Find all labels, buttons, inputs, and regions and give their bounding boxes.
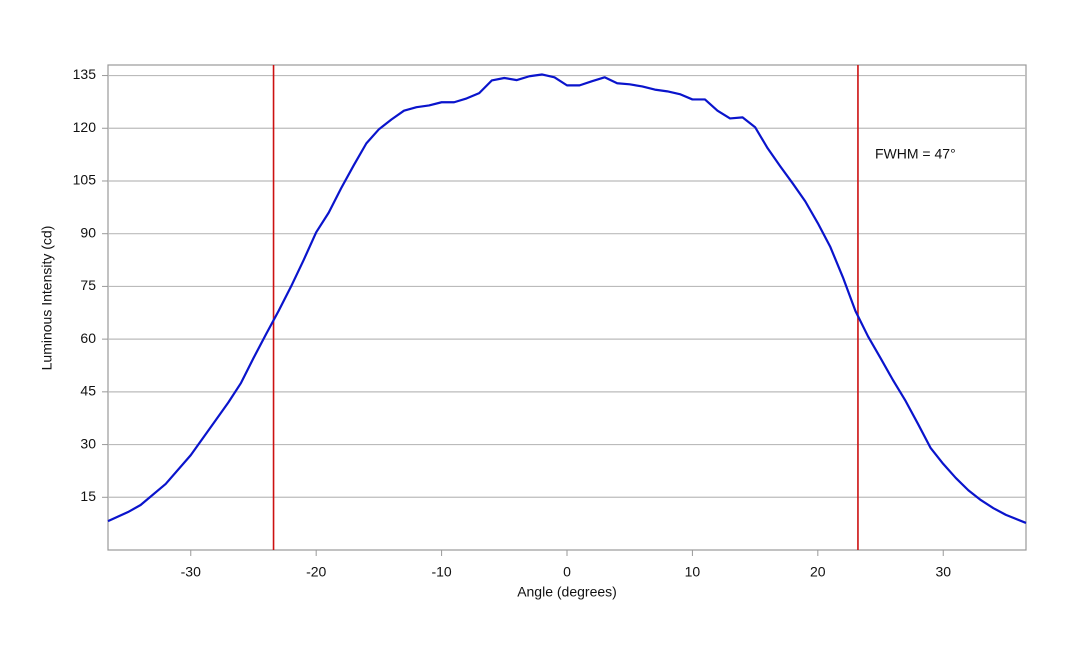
x-tick-label: 20 [810,564,826,580]
y-tick-label: 105 [73,172,97,188]
x-tick-label: 0 [563,564,571,580]
y-tick-label: 60 [80,330,96,346]
data-line [107,73,1027,524]
y-tick-label: 45 [80,383,96,399]
y-tick-label: 90 [80,224,96,240]
y-tick-label: 75 [80,277,96,293]
x-tick-label: 10 [685,564,701,580]
y-tick-label: 135 [73,66,97,82]
y-tick-label: 120 [73,119,97,135]
x-tick-label: 30 [935,564,951,580]
x-tick-label: -10 [431,564,451,580]
y-axis-label: Luminous Intensity (cd) [39,226,55,371]
annotation: FWHM = 47° [875,146,956,162]
x-axis-label: Angle (degrees) [517,584,617,600]
x-tick-label: -30 [181,564,201,580]
plot-frame [107,64,1027,551]
x-tick-label: -20 [306,564,326,580]
y-tick-label: 30 [80,435,96,451]
y-tick-label: 15 [80,488,96,504]
